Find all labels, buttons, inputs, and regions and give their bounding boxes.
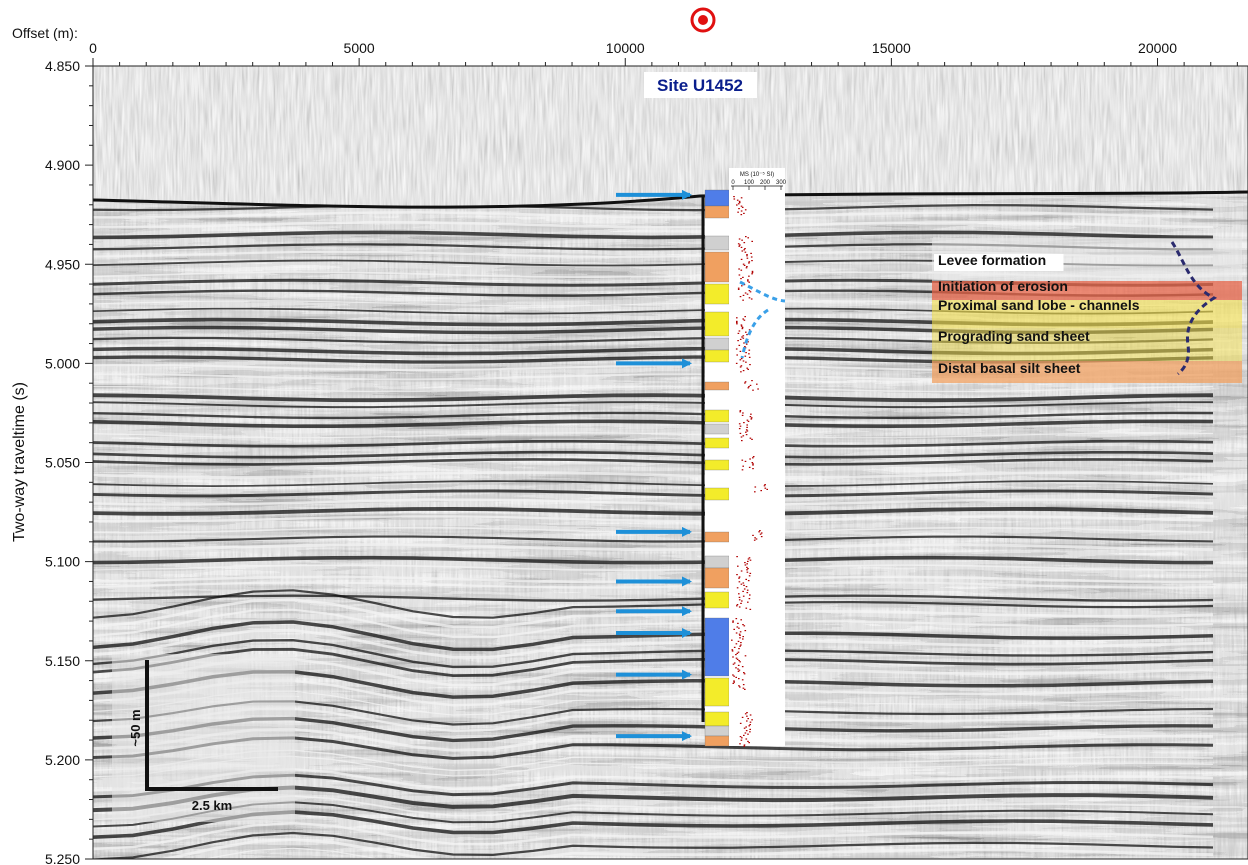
offset-tick-label: 10000 — [606, 40, 645, 56]
horizontal-scale-label: 2.5 km — [192, 798, 232, 813]
site-label-box — [644, 72, 757, 98]
lithology-log — [704, 189, 730, 747]
facies-legend: Levee formation Initiation of erosion Prox… — [932, 238, 1242, 383]
scale-bar-lines — [145, 660, 278, 791]
time-tick-label: 4.850 — [45, 58, 80, 74]
offset-tick-label: 5000 — [344, 40, 375, 56]
time-axis-label: Two-way traveltime (s) — [11, 382, 28, 542]
time-tick-label: 5.200 — [45, 752, 80, 768]
offset-tick-label: 0 — [89, 40, 97, 56]
ms-log-title: MS (10⁻⁵ SI) — [740, 171, 774, 178]
offset-tick-label: 15000 — [872, 40, 911, 56]
ms-tick-label: 200 — [760, 180, 771, 186]
time-axis: 4.850 4.900 4.950 5.000 5.050 5.100 5.150 5.200… — [45, 58, 93, 865]
time-tick-label: 5.250 — [45, 851, 80, 865]
site-marker — [690, 7, 716, 33]
legend-item-label: Initiation of erosion — [938, 278, 1068, 294]
legend-item-label: Distal basal silt sheet — [938, 360, 1081, 376]
time-tick-label: 5.150 — [45, 653, 80, 669]
scale-bar-inset: ~50 m 2.5 km — [112, 654, 295, 822]
site-label: Site U1452 — [657, 76, 743, 95]
ms-tick-label: 300 — [776, 180, 787, 186]
ms-log-background — [729, 168, 785, 746]
time-tick-label: 5.000 — [45, 355, 80, 371]
facies-trend-curve — [1170, 241, 1218, 376]
core-recovery-arrows — [616, 189, 692, 742]
vertical-scale-label: ~50 m — [128, 709, 143, 746]
ms-tick-label: 100 — [744, 180, 755, 186]
ms-tick-label: 0 — [731, 180, 735, 186]
offset-axis: 0 5000 10000 15000 20000 — [89, 40, 1238, 66]
scale-bar-background — [112, 654, 295, 822]
legend-item-label: Prograding sand sheet — [938, 328, 1090, 344]
ms-data-points — [731, 196, 786, 747]
legend-item-label: Proximal sand lobe - channels — [938, 297, 1140, 313]
offset-tick-label: 20000 — [1138, 40, 1177, 56]
time-tick-label: 4.950 — [45, 256, 80, 272]
time-tick-label: 4.900 — [45, 157, 80, 173]
red-target-center-icon — [698, 15, 708, 25]
legend-item-label: Levee formation — [938, 252, 1046, 268]
legend-label-box — [934, 254, 1064, 271]
time-tick-label: 5.050 — [45, 455, 80, 471]
time-tick-label: 5.100 — [45, 554, 80, 570]
seafloor-reflector — [93, 190, 1248, 209]
offset-axis-label: Offset (m): — [12, 25, 78, 41]
ms-log-panel: MS (10⁻⁵ SI) 0 100 200 300 — [729, 168, 787, 747]
